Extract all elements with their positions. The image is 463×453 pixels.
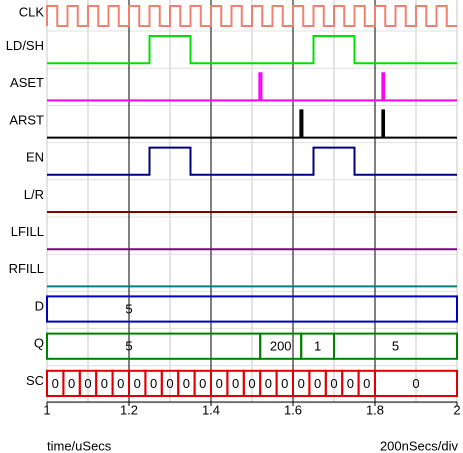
bus-value: 0 [117, 376, 124, 391]
digital-wave [47, 35, 457, 65]
x-tick-label: 1 [43, 402, 50, 417]
bus-value: 0 [412, 376, 419, 391]
bus-value: 0 [166, 376, 173, 391]
signal-name: D [35, 298, 44, 313]
bus-value: 5 [125, 301, 132, 316]
bus-value: 0 [84, 376, 91, 391]
signal-name: SC [26, 373, 44, 388]
signal-name: RFILL [9, 261, 44, 276]
bus-value: 0 [248, 376, 255, 391]
x-axis-label: time/uSecs [47, 438, 112, 453]
signal-name: ARST [9, 112, 44, 127]
x-tick-label: 2 [453, 402, 460, 417]
bus-value: 0 [101, 376, 108, 391]
bus-value: 0 [199, 376, 206, 391]
bus-value: 1 [314, 339, 321, 354]
bus-value: 0 [52, 376, 59, 391]
bus-value: 0 [216, 376, 223, 391]
signal-name: EN [26, 150, 44, 165]
bus-value: 200 [270, 339, 292, 354]
bus-value: 0 [314, 376, 321, 391]
bus-value: 0 [347, 376, 354, 391]
bus-value: 0 [232, 376, 239, 391]
signal-name: L/R [24, 187, 44, 202]
x-tick-label: 1.2 [120, 402, 138, 417]
bus-value: 5 [125, 339, 132, 354]
signal-name: LFILL [11, 224, 44, 239]
bus-value: 5 [392, 339, 399, 354]
bus-value: 0 [150, 376, 157, 391]
x-tick-label: 1.6 [284, 402, 302, 417]
bus-value: 0 [183, 376, 190, 391]
signal-name: CLK [19, 4, 45, 19]
bus-segment [46, 332, 262, 360]
bus-value: 0 [265, 376, 272, 391]
x-tick-label: 1.4 [202, 402, 220, 417]
bus-segment [46, 295, 458, 323]
bus-value: 0 [134, 376, 141, 391]
digital-wave [47, 72, 457, 102]
scale-label: 200nSecs/div [380, 438, 459, 453]
bus-value: 0 [68, 376, 75, 391]
bus-segment [333, 332, 458, 360]
bus-value: 0 [298, 376, 305, 391]
signal-name: ASET [10, 75, 44, 90]
signal-name: Q [34, 336, 44, 351]
x-tick-label: 1.8 [366, 402, 384, 417]
digital-wave [47, 146, 457, 176]
bus-value: 0 [281, 376, 288, 391]
bus-value: 0 [363, 376, 370, 391]
bus-segment [374, 369, 458, 397]
clock-wave [46, 5, 457, 27]
signal-name: LD/SH [6, 38, 44, 53]
digital-wave [47, 109, 457, 139]
bus-value: 0 [330, 376, 337, 391]
